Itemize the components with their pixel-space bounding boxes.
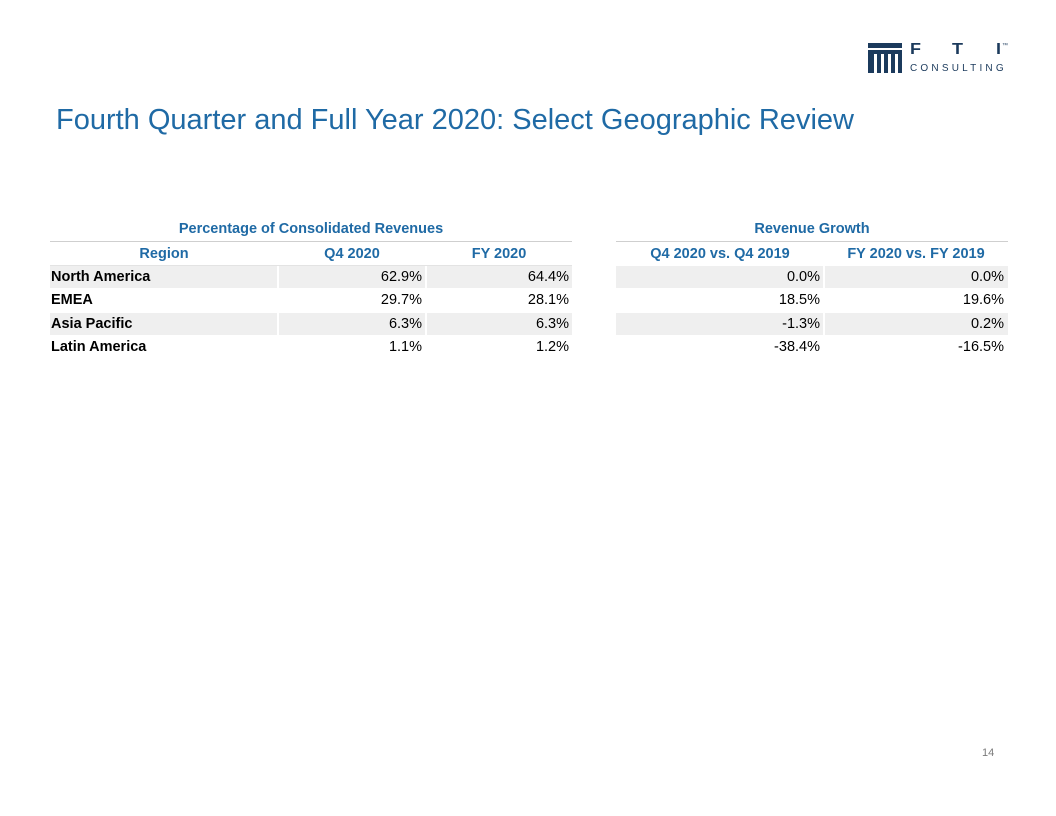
- left-table-heading: Percentage of Consolidated Revenues: [178, 221, 444, 237]
- table-cell-fy-pct: 64.4%: [527, 269, 569, 285]
- table-cell-q4-growth: -38.4%: [774, 339, 820, 355]
- pillar-logo-icon: [868, 43, 902, 73]
- table-row-region: Asia Pacific: [51, 316, 133, 332]
- logo-subtitle: CONSULTING: [910, 63, 1007, 74]
- logo-letter-i: I: [996, 40, 1002, 58]
- table-row-region: Latin America: [51, 339, 147, 355]
- page-number: 14: [982, 747, 995, 759]
- col-header-q4-2020: Q4 2020: [324, 246, 380, 262]
- table-row-region: EMEA: [51, 292, 93, 308]
- fti-consulting-logo: F T I ™ CONSULTING: [868, 40, 1008, 75]
- logo-trademark: ™: [1002, 43, 1008, 49]
- table-cell-q4-growth: -1.3%: [782, 316, 820, 332]
- table-cell-fy-pct: 1.2%: [535, 339, 569, 355]
- row-shade: [616, 313, 823, 335]
- table-row-region: North America: [51, 269, 151, 285]
- row-shade: [427, 266, 572, 288]
- table-cell-fy-pct: 6.3%: [535, 316, 569, 332]
- row-shade: [50, 266, 277, 288]
- logo-letter-t: T: [952, 40, 963, 58]
- table-cell-q4-growth: 0.0%: [786, 269, 820, 285]
- table-cell-fy-growth: 0.2%: [970, 316, 1004, 332]
- row-shade: [825, 266, 1008, 288]
- table-cell-fy-growth: 0.0%: [970, 269, 1004, 285]
- right-heading-rule: [616, 241, 1008, 242]
- row-shade: [825, 313, 1008, 335]
- table-cell-q4-pct: 29.7%: [380, 292, 422, 308]
- row-shade: [50, 313, 277, 335]
- left-heading-rule: [50, 241, 572, 242]
- right-table-heading: Revenue Growth: [754, 221, 870, 237]
- row-shade: [616, 266, 823, 288]
- col-header-fy-growth: FY 2020 vs. FY 2019: [847, 246, 985, 262]
- col-header-region: Region: [139, 246, 189, 262]
- table-cell-q4-pct: 62.9%: [380, 269, 422, 285]
- row-shade: [427, 313, 572, 335]
- row-shade: [279, 313, 425, 335]
- row-shade: [279, 266, 425, 288]
- table-cell-q4-growth: 18.5%: [778, 292, 820, 308]
- left-header-rule: [50, 265, 572, 266]
- table-cell-q4-pct: 1.1%: [388, 339, 422, 355]
- table-cell-fy-growth: -16.5%: [958, 339, 1004, 355]
- page-title: Fourth Quarter and Full Year 2020: Selec…: [56, 104, 854, 136]
- col-header-q4-growth: Q4 2020 vs. Q4 2019: [650, 246, 790, 262]
- logo-letter-f: F: [910, 40, 921, 58]
- table-cell-q4-pct: 6.3%: [388, 316, 422, 332]
- col-header-fy-2020: FY 2020: [471, 246, 527, 262]
- table-cell-fy-growth: 19.6%: [962, 292, 1004, 308]
- table-cell-fy-pct: 28.1%: [527, 292, 569, 308]
